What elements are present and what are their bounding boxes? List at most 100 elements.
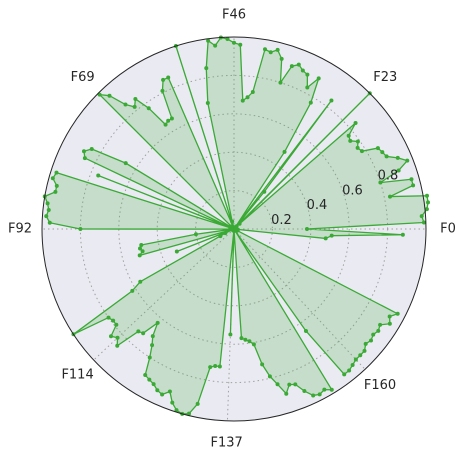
data-point bbox=[167, 389, 172, 394]
data-point bbox=[317, 392, 322, 397]
data-point bbox=[96, 173, 101, 178]
data-point bbox=[355, 139, 360, 144]
data-point bbox=[329, 387, 334, 392]
data-point bbox=[250, 90, 255, 95]
data-point bbox=[369, 338, 374, 343]
data-point bbox=[284, 391, 289, 396]
data-point bbox=[308, 100, 313, 105]
data-point bbox=[213, 43, 218, 48]
data-point bbox=[316, 76, 321, 81]
data-point bbox=[411, 183, 416, 188]
data-point bbox=[163, 122, 168, 127]
data-point bbox=[150, 334, 155, 339]
data-point bbox=[237, 221, 242, 226]
data-point bbox=[232, 40, 236, 45]
r-gridline bbox=[195, 190, 273, 268]
data-point bbox=[350, 363, 355, 368]
data-point bbox=[268, 50, 273, 55]
data-point bbox=[424, 207, 429, 212]
r-tick-label: 0.6 bbox=[342, 183, 363, 198]
data-point bbox=[275, 47, 280, 52]
angle-tick-label: F69 bbox=[71, 70, 95, 85]
data-point bbox=[147, 355, 152, 360]
data-point bbox=[123, 161, 128, 166]
data-point bbox=[146, 106, 151, 111]
data-point bbox=[409, 177, 414, 182]
data-point bbox=[160, 88, 165, 93]
data-point bbox=[53, 189, 58, 194]
data-point bbox=[81, 149, 86, 154]
data-point bbox=[346, 133, 351, 138]
data-point bbox=[311, 393, 316, 398]
data-point bbox=[322, 387, 327, 392]
data-point bbox=[376, 328, 381, 333]
data-point bbox=[395, 155, 400, 160]
angle-tick-label: F46 bbox=[222, 8, 246, 23]
data-point bbox=[260, 362, 265, 367]
data-point bbox=[161, 77, 166, 82]
angle-tick-label: F92 bbox=[8, 222, 32, 237]
data-point bbox=[421, 220, 426, 225]
data-point bbox=[293, 382, 298, 387]
data-point bbox=[424, 193, 429, 198]
data-point bbox=[143, 373, 148, 378]
data-point bbox=[107, 93, 112, 98]
data-point bbox=[304, 227, 309, 231]
data-point bbox=[363, 341, 368, 346]
data-point bbox=[238, 42, 243, 47]
data-point bbox=[225, 37, 230, 42]
data-point bbox=[359, 149, 364, 154]
data-point bbox=[388, 194, 393, 199]
data-point bbox=[138, 246, 143, 251]
data-point bbox=[240, 98, 245, 103]
data-point bbox=[305, 72, 310, 77]
data-point bbox=[174, 408, 179, 413]
data-point bbox=[130, 288, 135, 293]
data-point bbox=[262, 47, 267, 52]
angle-gridline bbox=[233, 228, 366, 370]
data-point bbox=[206, 38, 211, 43]
data-point bbox=[155, 320, 160, 325]
data-point bbox=[380, 150, 385, 155]
series-fill bbox=[44, 37, 429, 414]
data-point bbox=[186, 411, 191, 416]
data-point bbox=[395, 311, 400, 316]
r-gridline bbox=[118, 113, 350, 345]
data-point bbox=[106, 315, 111, 320]
data-point bbox=[89, 147, 94, 152]
data-point bbox=[170, 400, 175, 405]
data-point bbox=[400, 232, 405, 237]
data-point bbox=[150, 343, 155, 348]
data-point bbox=[169, 116, 174, 121]
data-point bbox=[54, 183, 59, 188]
data-point bbox=[384, 154, 389, 159]
data-point bbox=[353, 121, 358, 126]
data-point bbox=[160, 392, 165, 397]
data-point bbox=[262, 189, 267, 194]
angle-tick-label: F160 bbox=[364, 378, 396, 393]
data-point bbox=[287, 382, 292, 387]
data-point bbox=[213, 363, 218, 368]
data-point bbox=[282, 149, 287, 154]
data-point bbox=[217, 364, 222, 369]
data-point bbox=[111, 318, 116, 323]
data-point bbox=[358, 353, 363, 358]
angle-tick-label: F23 bbox=[373, 70, 397, 85]
data-point bbox=[378, 322, 383, 327]
data-point bbox=[139, 242, 144, 247]
data-point bbox=[155, 388, 160, 393]
data-point bbox=[239, 336, 244, 341]
data-point bbox=[108, 334, 113, 339]
data-point bbox=[205, 101, 210, 106]
data-point bbox=[355, 145, 360, 150]
data-point bbox=[82, 156, 87, 161]
data-point bbox=[251, 342, 256, 347]
data-point bbox=[78, 227, 83, 231]
data-point bbox=[97, 92, 102, 97]
data-point bbox=[138, 279, 143, 284]
data-point bbox=[419, 214, 424, 219]
data-point bbox=[208, 365, 213, 370]
data-point bbox=[166, 75, 171, 80]
data-point bbox=[278, 80, 283, 85]
